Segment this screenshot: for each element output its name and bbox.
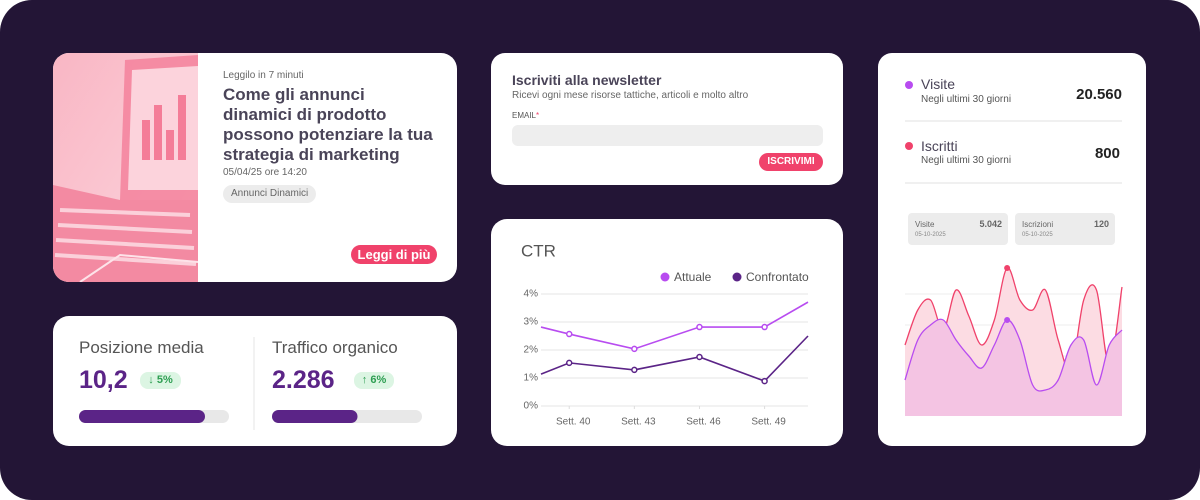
- point: [761, 323, 768, 331]
- newsletter-title: Iscriviti alla newsletter: [512, 72, 662, 88]
- tooltip-date: 05-10-2025: [915, 232, 946, 238]
- article-title: Come gli annunci dinamici di prodotto po…: [223, 85, 433, 164]
- required-mark: *: [536, 111, 540, 120]
- newsletter-subtitle: Ricevi ogni mese risorse tattiche, artic…: [512, 90, 749, 101]
- x-tick-label: Sett. 43: [621, 417, 656, 428]
- ctr-card: [491, 219, 843, 446]
- legend-label: Confrontato: [746, 270, 809, 284]
- email-input[interactable]: [512, 125, 823, 146]
- x-tick-label: Sett. 49: [751, 417, 786, 428]
- point: [631, 366, 638, 374]
- point: [696, 353, 703, 361]
- line: [540, 301, 809, 350]
- y-tick-label: 4%: [524, 289, 539, 300]
- tooltip-value: 5.042: [979, 219, 1002, 229]
- y-tick-label: 3%: [524, 317, 539, 328]
- newsletter-card: [491, 53, 843, 185]
- highlight-point: [1004, 265, 1011, 271]
- progress-fill: [272, 410, 358, 423]
- progress-fill: [79, 410, 205, 423]
- tag[interactable]: Annunci Dinamici: [223, 185, 317, 203]
- metric-name: Iscritti: [921, 138, 958, 154]
- change-badge: [140, 372, 181, 389]
- point: [761, 377, 768, 385]
- tooltip: [1015, 213, 1115, 245]
- metric-period: Negli ultimi 30 giorni: [921, 94, 1012, 105]
- tooltip-date: 05-10-2025: [1022, 232, 1053, 238]
- tooltip-value: 120: [1093, 219, 1109, 229]
- point: [696, 323, 703, 331]
- highlight-point: [1004, 317, 1011, 323]
- metric-value: 800: [1094, 145, 1120, 162]
- metric-name: Visite: [921, 76, 955, 92]
- legend-label: Attuale: [674, 270, 712, 284]
- tooltip-label: Visite: [915, 220, 935, 229]
- legend-dot: [660, 272, 670, 282]
- point: [565, 359, 573, 367]
- line: [540, 335, 809, 383]
- point: [631, 345, 638, 353]
- subscribe-label[interactable]: ISCRIVIMI: [767, 156, 815, 167]
- metric-dot: [905, 81, 913, 89]
- legend-dot: [732, 272, 742, 282]
- stat-label: Traffico organico: [272, 338, 398, 357]
- stat-change: ↓ 5%: [148, 374, 173, 386]
- stat-change: ↑ 6%: [361, 374, 387, 386]
- metric-dot: [905, 142, 913, 150]
- x-tick-label: Sett. 46: [686, 417, 721, 428]
- subscribe-button[interactable]: [759, 153, 823, 171]
- stat-value: 2.286: [272, 366, 335, 394]
- article-date: 05/04/25 ore 14:20: [223, 167, 307, 178]
- stat-value: 10,2: [79, 366, 128, 394]
- point: [565, 330, 573, 338]
- area-line: [904, 318, 1123, 392]
- tooltip: [908, 213, 1008, 245]
- y-tick-label: 1%: [524, 373, 539, 384]
- x-tick-label: Sett. 40: [556, 417, 591, 428]
- stat-label: Posizione media: [79, 338, 204, 357]
- metric-period: Negli ultimi 30 giorni: [921, 155, 1012, 166]
- metric-value: 20.560: [1076, 86, 1122, 103]
- area: [905, 319, 1122, 416]
- read-time: Leggilo in 7 minuti: [223, 70, 304, 81]
- read-more-button[interactable]: Leggi di più: [351, 245, 437, 264]
- tooltip-label: Iscrizioni: [1022, 220, 1054, 229]
- email-label-text: EMAIL: [512, 111, 537, 120]
- article-image: [53, 53, 199, 282]
- y-tick-label: 0%: [524, 401, 539, 412]
- email-label: EMAIL*: [512, 111, 539, 120]
- y-tick-label: 2%: [524, 345, 539, 356]
- chart-title: CTR: [521, 241, 556, 260]
- change-badge: [354, 372, 394, 389]
